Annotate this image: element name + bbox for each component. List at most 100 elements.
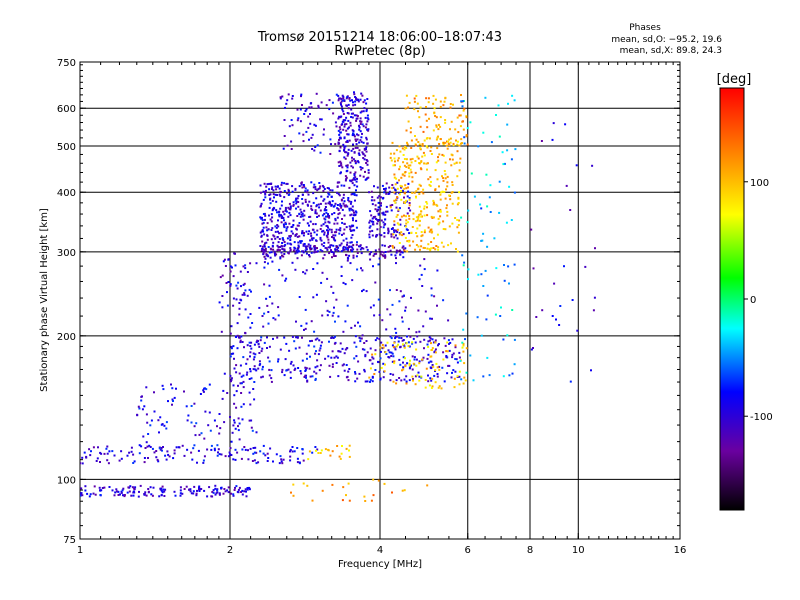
data-point <box>465 371 468 374</box>
data-point <box>345 494 347 497</box>
data-point <box>305 269 308 272</box>
data-point <box>312 186 315 189</box>
data-point <box>308 224 310 227</box>
data-point <box>411 368 414 371</box>
data-point <box>401 489 404 492</box>
data-point <box>285 182 288 185</box>
data-point <box>511 372 514 375</box>
data-point <box>374 204 377 207</box>
data-point <box>389 379 392 382</box>
data-point <box>489 211 492 213</box>
data-point <box>442 104 445 107</box>
data-point <box>366 160 369 163</box>
data-point <box>279 195 282 197</box>
data-point <box>469 121 472 124</box>
data-point <box>292 483 295 486</box>
data-point <box>396 187 399 190</box>
data-point <box>261 368 264 371</box>
data-point <box>270 248 273 251</box>
data-point <box>465 116 468 119</box>
data-point <box>403 214 405 217</box>
data-point <box>391 303 394 306</box>
data-point <box>373 199 376 202</box>
data-point <box>347 379 350 382</box>
data-point <box>305 247 308 250</box>
data-point <box>430 247 433 250</box>
data-point <box>530 228 533 231</box>
data-point <box>260 249 263 252</box>
data-point <box>298 132 301 135</box>
data-point <box>330 249 332 252</box>
data-point <box>190 421 193 424</box>
data-point <box>289 234 292 237</box>
data-point <box>485 173 488 176</box>
data-point <box>302 184 305 186</box>
data-point <box>330 195 333 198</box>
data-point <box>431 338 434 341</box>
data-point <box>190 492 193 495</box>
data-point <box>405 215 407 218</box>
data-point <box>346 243 348 246</box>
data-point <box>473 195 476 198</box>
data-point <box>486 245 489 248</box>
data-point <box>396 214 399 216</box>
data-point <box>354 96 357 98</box>
data-point <box>429 229 432 232</box>
data-point <box>403 196 405 199</box>
data-point <box>434 381 437 384</box>
data-point <box>418 143 421 146</box>
data-point <box>502 375 505 378</box>
data-point <box>430 287 433 290</box>
data-point <box>406 195 409 198</box>
data-point <box>343 184 346 187</box>
data-point <box>261 216 263 219</box>
data-point <box>451 158 454 161</box>
data-point <box>361 348 364 351</box>
data-point <box>309 239 312 242</box>
data-point <box>382 251 385 254</box>
data-point <box>274 230 277 233</box>
data-point <box>405 375 408 378</box>
data-point <box>192 447 195 450</box>
data-point <box>298 185 301 188</box>
y-tick-label: 100 <box>57 475 76 486</box>
data-point <box>347 370 350 373</box>
data-point <box>320 243 323 246</box>
data-point <box>428 117 430 120</box>
data-point <box>354 324 356 327</box>
data-point <box>255 462 258 465</box>
data-point <box>326 215 329 218</box>
data-point <box>229 374 232 377</box>
data-point <box>242 374 245 377</box>
data-point <box>378 248 381 251</box>
data-point <box>186 448 189 451</box>
data-point <box>292 364 295 367</box>
data-point <box>162 388 165 391</box>
data-point <box>213 449 216 452</box>
data-point <box>350 165 353 168</box>
data-point <box>372 216 375 219</box>
data-point <box>321 250 324 253</box>
data-point <box>360 168 363 171</box>
data-point <box>308 106 311 109</box>
data-point <box>389 204 392 207</box>
data-point <box>294 234 297 237</box>
data-point <box>144 447 147 449</box>
data-point <box>280 458 283 461</box>
data-point <box>455 161 458 164</box>
data-point <box>261 219 264 222</box>
data-point <box>295 249 298 252</box>
data-point <box>433 374 436 377</box>
data-point <box>314 352 317 355</box>
data-point <box>456 175 459 178</box>
data-point <box>265 226 268 229</box>
data-point <box>377 360 379 363</box>
data-point <box>333 356 336 359</box>
data-point <box>270 220 273 223</box>
data-point <box>224 490 227 493</box>
data-point <box>393 199 396 202</box>
data-point <box>441 190 444 193</box>
data-point <box>305 130 308 133</box>
data-point <box>377 206 380 209</box>
data-point <box>355 211 358 214</box>
